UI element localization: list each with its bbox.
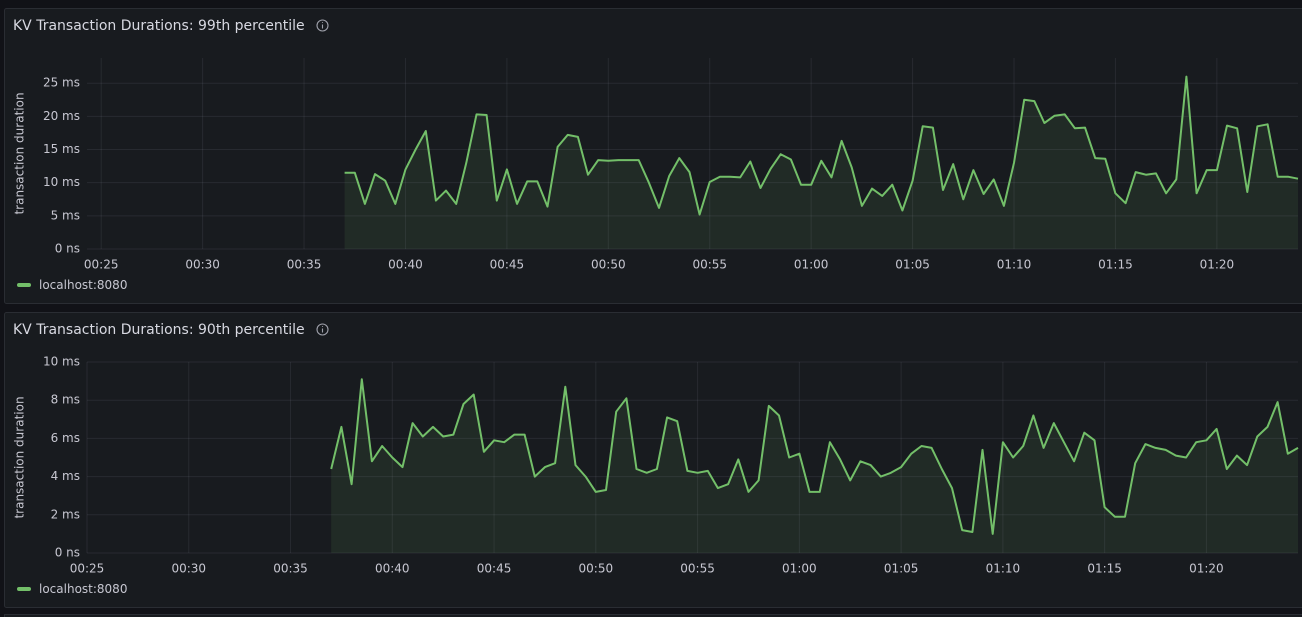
panel-title: KV Transaction Durations: 90th percentil… <box>13 322 305 338</box>
x-tick-label: 00:25 <box>84 258 119 272</box>
info-icon[interactable] <box>316 19 329 32</box>
x-tick-label: 00:50 <box>579 562 614 576</box>
y-tick-label: 2 ms <box>51 507 80 521</box>
legend-swatch <box>17 587 31 591</box>
x-tick-label: 01:15 <box>1098 258 1133 272</box>
x-tick-label: 00:30 <box>185 258 220 272</box>
x-tick-label: 00:45 <box>477 562 512 576</box>
y-tick-label: 10 ms <box>43 175 80 189</box>
x-tick-label: 01:15 <box>1087 562 1122 576</box>
panel <box>4 8 1302 304</box>
x-tick-label: 01:00 <box>782 562 817 576</box>
x-tick-label: 00:35 <box>287 258 322 272</box>
x-tick-label: 00:55 <box>680 562 715 576</box>
x-tick-label: 01:05 <box>884 562 919 576</box>
x-tick-label: 01:10 <box>997 258 1032 272</box>
series-line <box>344 75 1299 216</box>
x-tick-label: 00:50 <box>591 258 626 272</box>
y-tick-label: 5 ms <box>51 208 80 222</box>
y-tick-label: 0 ns <box>55 546 80 560</box>
x-tick-label: 00:30 <box>171 562 206 576</box>
legend-label: localhost:8080 <box>39 582 127 596</box>
x-tick-label: 01:20 <box>1200 258 1235 272</box>
y-tick-label: 25 ms <box>43 76 80 90</box>
x-tick-label: 00:55 <box>692 258 727 272</box>
x-tick-label: 00:40 <box>388 258 423 272</box>
x-tick-label: 00:25 <box>70 562 105 576</box>
y-axis-label: transaction duration <box>13 92 27 214</box>
x-tick-label: 00:40 <box>375 562 410 576</box>
y-tick-label: 4 ms <box>51 469 80 483</box>
y-axis-label: transaction duration <box>13 396 27 518</box>
x-tick-label: 00:45 <box>490 258 525 272</box>
series-line <box>330 378 1299 535</box>
info-icon[interactable] <box>316 323 329 336</box>
x-tick-label: 01:20 <box>1189 562 1224 576</box>
y-tick-label: 0 ns <box>55 242 80 256</box>
y-tick-label: 15 ms <box>43 142 80 156</box>
x-tick-label: 01:05 <box>895 258 930 272</box>
panel <box>4 614 1302 617</box>
y-tick-label: 20 ms <box>43 109 80 123</box>
legend-label: localhost:8080 <box>39 278 127 292</box>
legend-swatch <box>17 283 31 287</box>
y-tick-label: 10 ms <box>43 355 80 369</box>
x-tick-label: 00:35 <box>273 562 308 576</box>
series-area <box>331 379 1298 553</box>
panel-title: KV Transaction Durations: 99th percentil… <box>13 18 305 34</box>
y-tick-label: 6 ms <box>51 431 80 445</box>
x-tick-label: 01:10 <box>986 562 1021 576</box>
y-tick-label: 8 ms <box>51 393 80 407</box>
x-tick-label: 01:00 <box>794 258 829 272</box>
panel <box>4 312 1302 608</box>
